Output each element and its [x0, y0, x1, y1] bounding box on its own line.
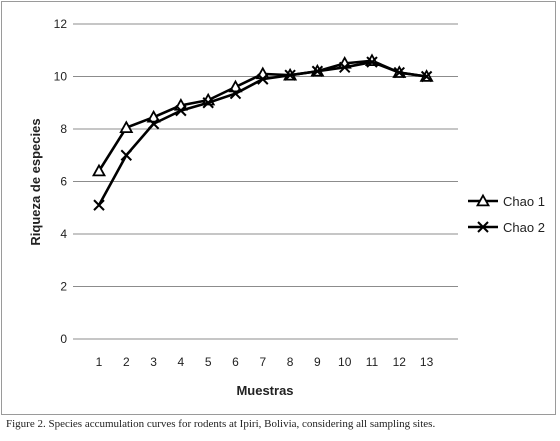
y-axis-title: Riqueza de especies: [28, 118, 43, 245]
legend-marker-chao-1: [475, 193, 491, 207]
point-chao-2-13: [420, 70, 433, 83]
legend-label-chao-1: Chao 1: [503, 194, 545, 209]
x-stroke-b: [284, 69, 296, 81]
legend-item-chao-2: Chao 2: [468, 220, 545, 235]
x-stroke-b: [120, 149, 133, 161]
x-stroke-b: [93, 199, 105, 211]
point-chao-2-1: [93, 199, 105, 211]
x-tick-label-9: 9: [314, 355, 321, 369]
x-tick-label-7: 7: [259, 355, 266, 369]
x-tick-label-8: 8: [287, 355, 294, 369]
y-tick-label-10: 10: [54, 70, 68, 84]
series-chao-2: [93, 56, 433, 211]
legend: Chao 1 Chao 2: [468, 193, 545, 235]
x-stroke-b: [393, 66, 406, 79]
point-chao-1-3: [146, 109, 161, 123]
x-tick-label-12: 12: [393, 355, 407, 369]
point-chao-2-8: [284, 69, 296, 81]
point-chao-2-4: [175, 104, 187, 117]
x-tick-label-3: 3: [150, 355, 157, 369]
figure-frame: [1, 1, 556, 415]
x-tick-label-6: 6: [232, 355, 239, 369]
point-chao-2-7: [257, 73, 269, 85]
x-stroke-b: [202, 97, 214, 109]
series-line-chao-2: [97, 60, 427, 206]
x-tick-label-11: 11: [366, 355, 379, 369]
x-stroke-b: [477, 221, 489, 233]
y-tick-label-6: 6: [60, 175, 67, 189]
point-chao-2-9: [311, 65, 324, 77]
figure-caption: Figure 2. Species accumulation curves fo…: [6, 418, 436, 430]
x-axis-title: Muestras: [236, 383, 293, 398]
y-tick-label-8: 8: [60, 122, 67, 136]
x-stroke-b: [147, 118, 160, 130]
point-chao-2-10: [338, 61, 351, 74]
data-series: [91, 53, 434, 211]
legend-label-chao-2: Chao 2: [503, 220, 545, 235]
y-tick-label-0: 0: [60, 332, 67, 346]
point-chao-1-1: [91, 163, 107, 177]
legend-item-chao-1: Chao 1: [468, 193, 545, 209]
x-stroke-b: [311, 65, 324, 77]
x-tick-label-5: 5: [205, 355, 212, 369]
x-tick-label-2: 2: [123, 355, 130, 369]
point-chao-2-5: [202, 97, 214, 109]
y-tick-label-4: 4: [60, 227, 67, 241]
x-stroke-b: [257, 73, 269, 85]
x-stroke-b: [229, 87, 242, 100]
y-tick-label-2: 2: [60, 280, 67, 294]
point-chao-2-3: [147, 118, 160, 130]
legend-marker-chao-2: [477, 221, 489, 233]
x-stroke-b: [420, 70, 433, 83]
gridlines: [73, 23, 458, 287]
x-tick-label-1: 1: [96, 355, 103, 369]
x-tick-label-13: 13: [420, 355, 434, 369]
x-tick-label-4: 4: [178, 355, 185, 369]
x-stroke-b: [175, 104, 187, 117]
point-chao-1-2: [119, 120, 134, 133]
x-stroke-b: [338, 61, 351, 74]
point-chao-2-12: [393, 66, 406, 79]
y-tick-label-12: 12: [54, 17, 68, 31]
x-stroke-b: [366, 56, 378, 68]
series-chao-1: [91, 53, 434, 177]
point-chao-1-6: [228, 79, 243, 93]
point-chao-2-11: [366, 56, 378, 68]
x-tick-label-10: 10: [338, 355, 352, 369]
point-chao-2-2: [120, 149, 133, 161]
point-chao-2-6: [229, 87, 242, 100]
